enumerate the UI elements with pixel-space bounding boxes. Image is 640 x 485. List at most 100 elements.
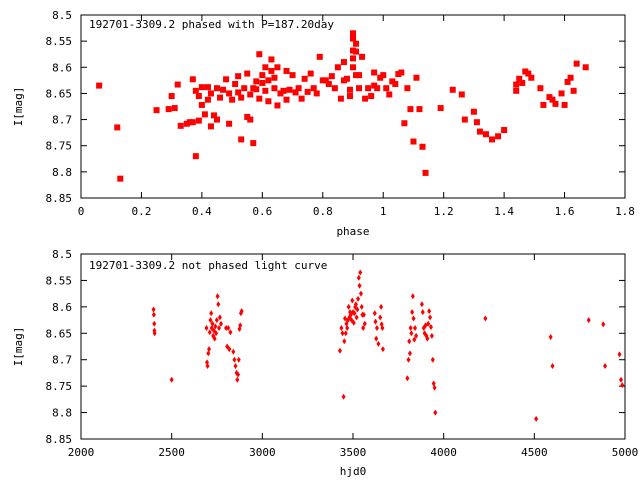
data-point [235, 89, 242, 96]
data-point [114, 124, 121, 131]
y-tick-label: 8.6 [52, 61, 72, 74]
data-point [356, 295, 361, 302]
data-point [603, 363, 608, 370]
data-point [404, 85, 411, 92]
data-point [433, 409, 438, 416]
data-point [550, 363, 555, 370]
data-point [268, 56, 275, 63]
data-point [215, 293, 220, 300]
data-point [304, 88, 311, 95]
data-point [420, 309, 425, 316]
chart-title: 192701-3309.2 phased with P=187.20day [89, 18, 334, 31]
data-point [295, 85, 302, 92]
y-tick-label: 8.85 [46, 433, 73, 446]
data-point [226, 90, 233, 97]
data-point [401, 120, 408, 127]
data-point [204, 96, 211, 103]
data-point [350, 47, 356, 54]
data-point [528, 74, 535, 81]
data-point [412, 336, 417, 343]
data-point [207, 346, 212, 353]
y-tick-label: 8.6 [52, 301, 72, 314]
data-point [256, 95, 263, 102]
data-point [152, 330, 157, 337]
data-point [361, 311, 366, 318]
data-point [171, 105, 178, 112]
data-point [355, 306, 360, 313]
data-point [236, 371, 241, 378]
data-point [244, 70, 251, 77]
data-point [280, 87, 287, 94]
data-point [372, 310, 377, 317]
x-tick-label: 0 [78, 205, 85, 218]
data-point [207, 329, 212, 336]
data-point [192, 87, 199, 94]
y-tick-label: 8.5 [52, 9, 72, 22]
data-point [152, 320, 157, 327]
data-point [151, 311, 156, 318]
data-point [413, 74, 420, 81]
data-point [410, 309, 415, 316]
data-point [292, 89, 299, 96]
data-point [231, 348, 236, 355]
data-point [352, 310, 357, 317]
data-point [247, 91, 254, 98]
data-point [177, 122, 184, 129]
data-point [350, 64, 356, 71]
data-point [226, 325, 231, 331]
x-tick-label: 3000 [249, 446, 276, 459]
data-point [552, 100, 559, 107]
data-point [340, 59, 347, 66]
data-point [357, 282, 362, 289]
data-point [617, 351, 622, 358]
data-point [271, 85, 278, 92]
data-point [353, 301, 358, 308]
data-point [619, 376, 624, 383]
x-axis-label: phase [336, 225, 369, 238]
data-point [301, 75, 308, 82]
data-point [461, 116, 468, 123]
data-point [277, 90, 284, 97]
y-tick-label: 8.5 [52, 248, 72, 261]
data-point [259, 79, 266, 86]
data-point [374, 85, 381, 92]
data-point [489, 136, 496, 143]
data-point [430, 356, 435, 363]
x-tick-label: 1.4 [494, 205, 514, 218]
data-point [212, 335, 217, 342]
data-point [470, 108, 477, 115]
data-point [392, 81, 399, 88]
y-tick-label: 8.8 [52, 407, 72, 420]
data-point [235, 73, 242, 80]
data-point [343, 75, 350, 82]
data-point [117, 175, 124, 182]
data-point [165, 106, 172, 113]
data-point [316, 53, 323, 60]
data-point [373, 318, 378, 325]
data-point [567, 74, 574, 81]
data-point [238, 94, 245, 101]
data-point [96, 82, 103, 89]
y-tick-label: 8.7 [52, 354, 72, 367]
data-point [416, 106, 423, 113]
data-point [325, 81, 332, 88]
data-point [310, 85, 317, 92]
chart-panel-2: 2000 2500 3000 3500 4000 4500 5000 8.5 8.55 8.6 8.… [12, 248, 638, 478]
data-point [239, 308, 244, 315]
data-point [289, 72, 296, 79]
data-point [216, 325, 221, 331]
data-point [573, 60, 580, 67]
data-point [414, 332, 419, 339]
data-point [371, 82, 378, 89]
data-point [244, 113, 251, 120]
data-point [224, 325, 229, 331]
data-point [259, 72, 266, 79]
data-point [169, 376, 174, 383]
data-point [210, 320, 215, 327]
data-point [356, 85, 363, 92]
data-point [525, 70, 532, 77]
data-point [377, 74, 384, 81]
x-axis-label: hjd0 [340, 465, 367, 478]
data-point [271, 74, 278, 81]
data-point [343, 330, 348, 337]
